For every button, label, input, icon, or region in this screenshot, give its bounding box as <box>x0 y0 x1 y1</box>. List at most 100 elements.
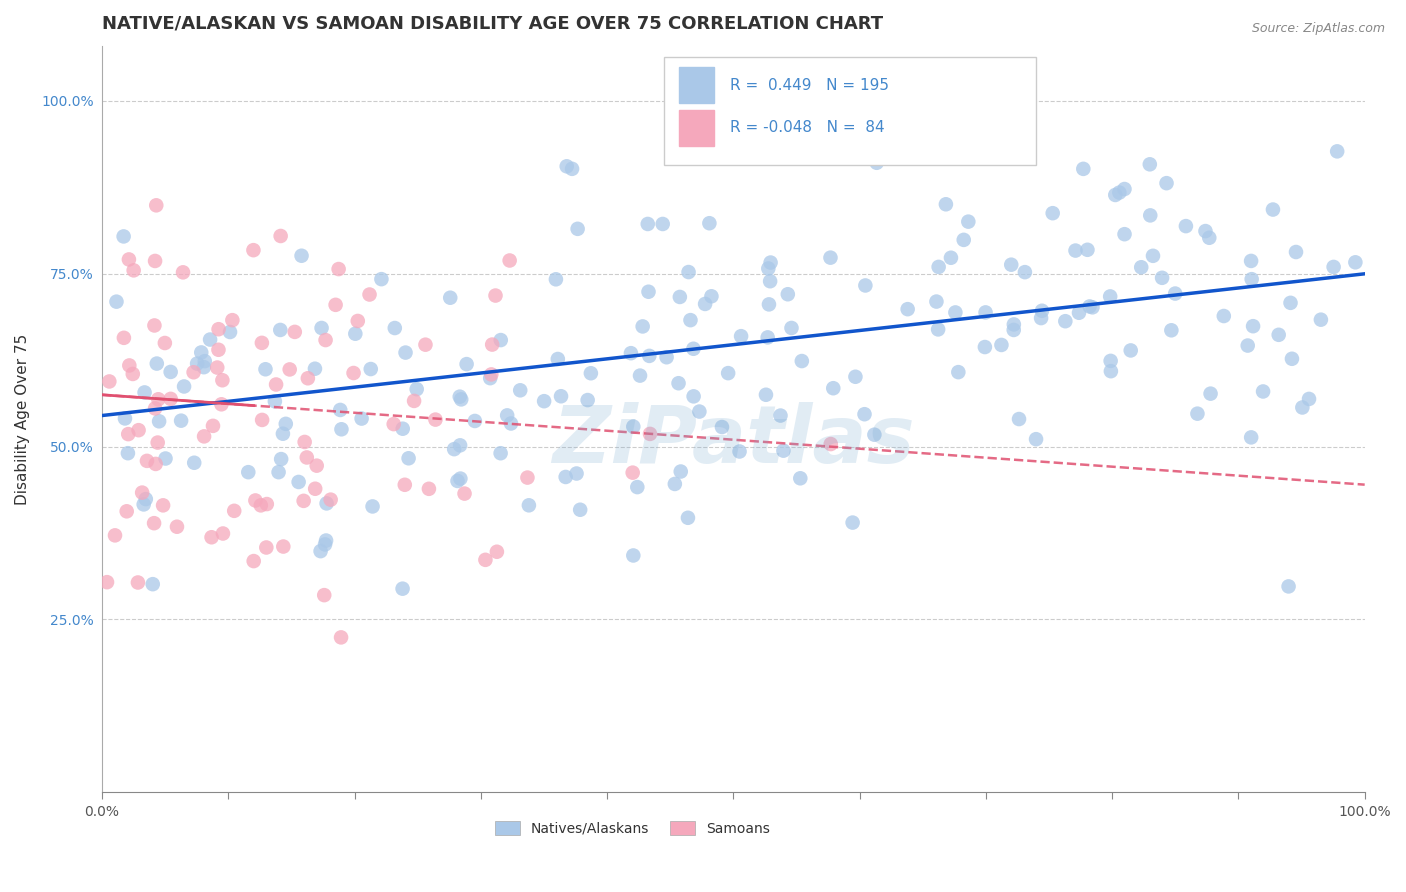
Point <box>292 494 315 508</box>
Point <box>1291 401 1313 415</box>
Point <box>1309 312 1331 326</box>
Point <box>211 373 233 387</box>
Point <box>1194 224 1216 238</box>
Point <box>489 446 512 460</box>
Point <box>391 422 413 436</box>
Point <box>728 444 751 458</box>
Point <box>1029 311 1052 326</box>
Point <box>547 351 569 366</box>
Point <box>193 429 215 443</box>
Point <box>1267 327 1289 342</box>
Point <box>621 419 644 434</box>
Point <box>759 274 782 288</box>
Point <box>1114 227 1136 242</box>
Point <box>1241 319 1264 334</box>
Point <box>516 470 538 484</box>
Point <box>555 159 578 173</box>
Point <box>1240 430 1263 444</box>
Text: ZiPatlas: ZiPatlas <box>553 402 915 481</box>
Point <box>758 297 780 311</box>
Point <box>927 322 949 336</box>
Point <box>499 417 522 431</box>
Point <box>415 337 437 351</box>
Legend: Natives/Alaskans, Samoans: Natives/Alaskans, Samoans <box>489 815 776 841</box>
Point <box>398 451 420 466</box>
Point <box>676 510 699 524</box>
Point <box>579 366 602 380</box>
Point <box>264 377 287 392</box>
Point <box>183 365 205 379</box>
Point <box>710 420 733 434</box>
Point <box>866 155 889 169</box>
Point <box>449 438 471 452</box>
Point <box>350 411 373 425</box>
Point <box>118 359 141 373</box>
Point <box>450 392 472 407</box>
Point <box>1099 289 1122 303</box>
Point <box>1187 407 1209 421</box>
Point <box>264 394 287 409</box>
Point <box>330 422 353 436</box>
Point <box>841 516 863 530</box>
Point <box>267 465 290 479</box>
Point <box>159 365 181 379</box>
FancyBboxPatch shape <box>679 67 714 103</box>
Point <box>449 472 471 486</box>
Point <box>242 243 264 257</box>
Point <box>759 255 782 269</box>
Point <box>776 287 799 301</box>
Point <box>730 329 752 343</box>
Point <box>780 321 803 335</box>
Point <box>1108 186 1130 200</box>
Point <box>242 554 264 568</box>
Point <box>637 217 659 231</box>
Point <box>284 325 307 339</box>
Point <box>245 493 267 508</box>
Point <box>769 409 792 423</box>
Point <box>304 482 326 496</box>
Point <box>209 397 232 411</box>
Point <box>772 443 794 458</box>
Point <box>1139 208 1161 222</box>
Point <box>678 265 700 279</box>
Point <box>844 369 866 384</box>
Point <box>1240 254 1263 268</box>
Point <box>112 229 135 244</box>
Point <box>270 452 292 467</box>
Point <box>105 294 128 309</box>
Point <box>207 360 229 375</box>
Point <box>897 302 920 317</box>
Point <box>1081 301 1104 315</box>
Point <box>394 345 416 359</box>
Point <box>1156 176 1178 190</box>
Point <box>132 497 155 511</box>
Point <box>183 456 205 470</box>
Point <box>1281 351 1303 366</box>
Point <box>166 520 188 534</box>
Point <box>1076 243 1098 257</box>
Point <box>567 222 589 236</box>
Point <box>117 427 139 442</box>
Point <box>315 533 337 548</box>
Point <box>143 401 166 416</box>
Point <box>153 336 176 351</box>
Point <box>484 288 506 302</box>
Point <box>820 437 842 451</box>
Point <box>789 471 811 485</box>
Point <box>621 549 644 563</box>
Point <box>453 486 475 500</box>
Point <box>344 326 367 341</box>
Point <box>1031 303 1053 318</box>
Point <box>1261 202 1284 217</box>
Point <box>479 371 502 385</box>
Point <box>121 367 143 381</box>
Point <box>863 427 886 442</box>
Point <box>621 466 644 480</box>
Point <box>1054 314 1077 328</box>
Point <box>1139 157 1161 171</box>
Point <box>1071 161 1094 176</box>
Point <box>481 337 503 351</box>
FancyBboxPatch shape <box>679 110 714 145</box>
Point <box>945 305 967 319</box>
Point <box>688 404 710 418</box>
